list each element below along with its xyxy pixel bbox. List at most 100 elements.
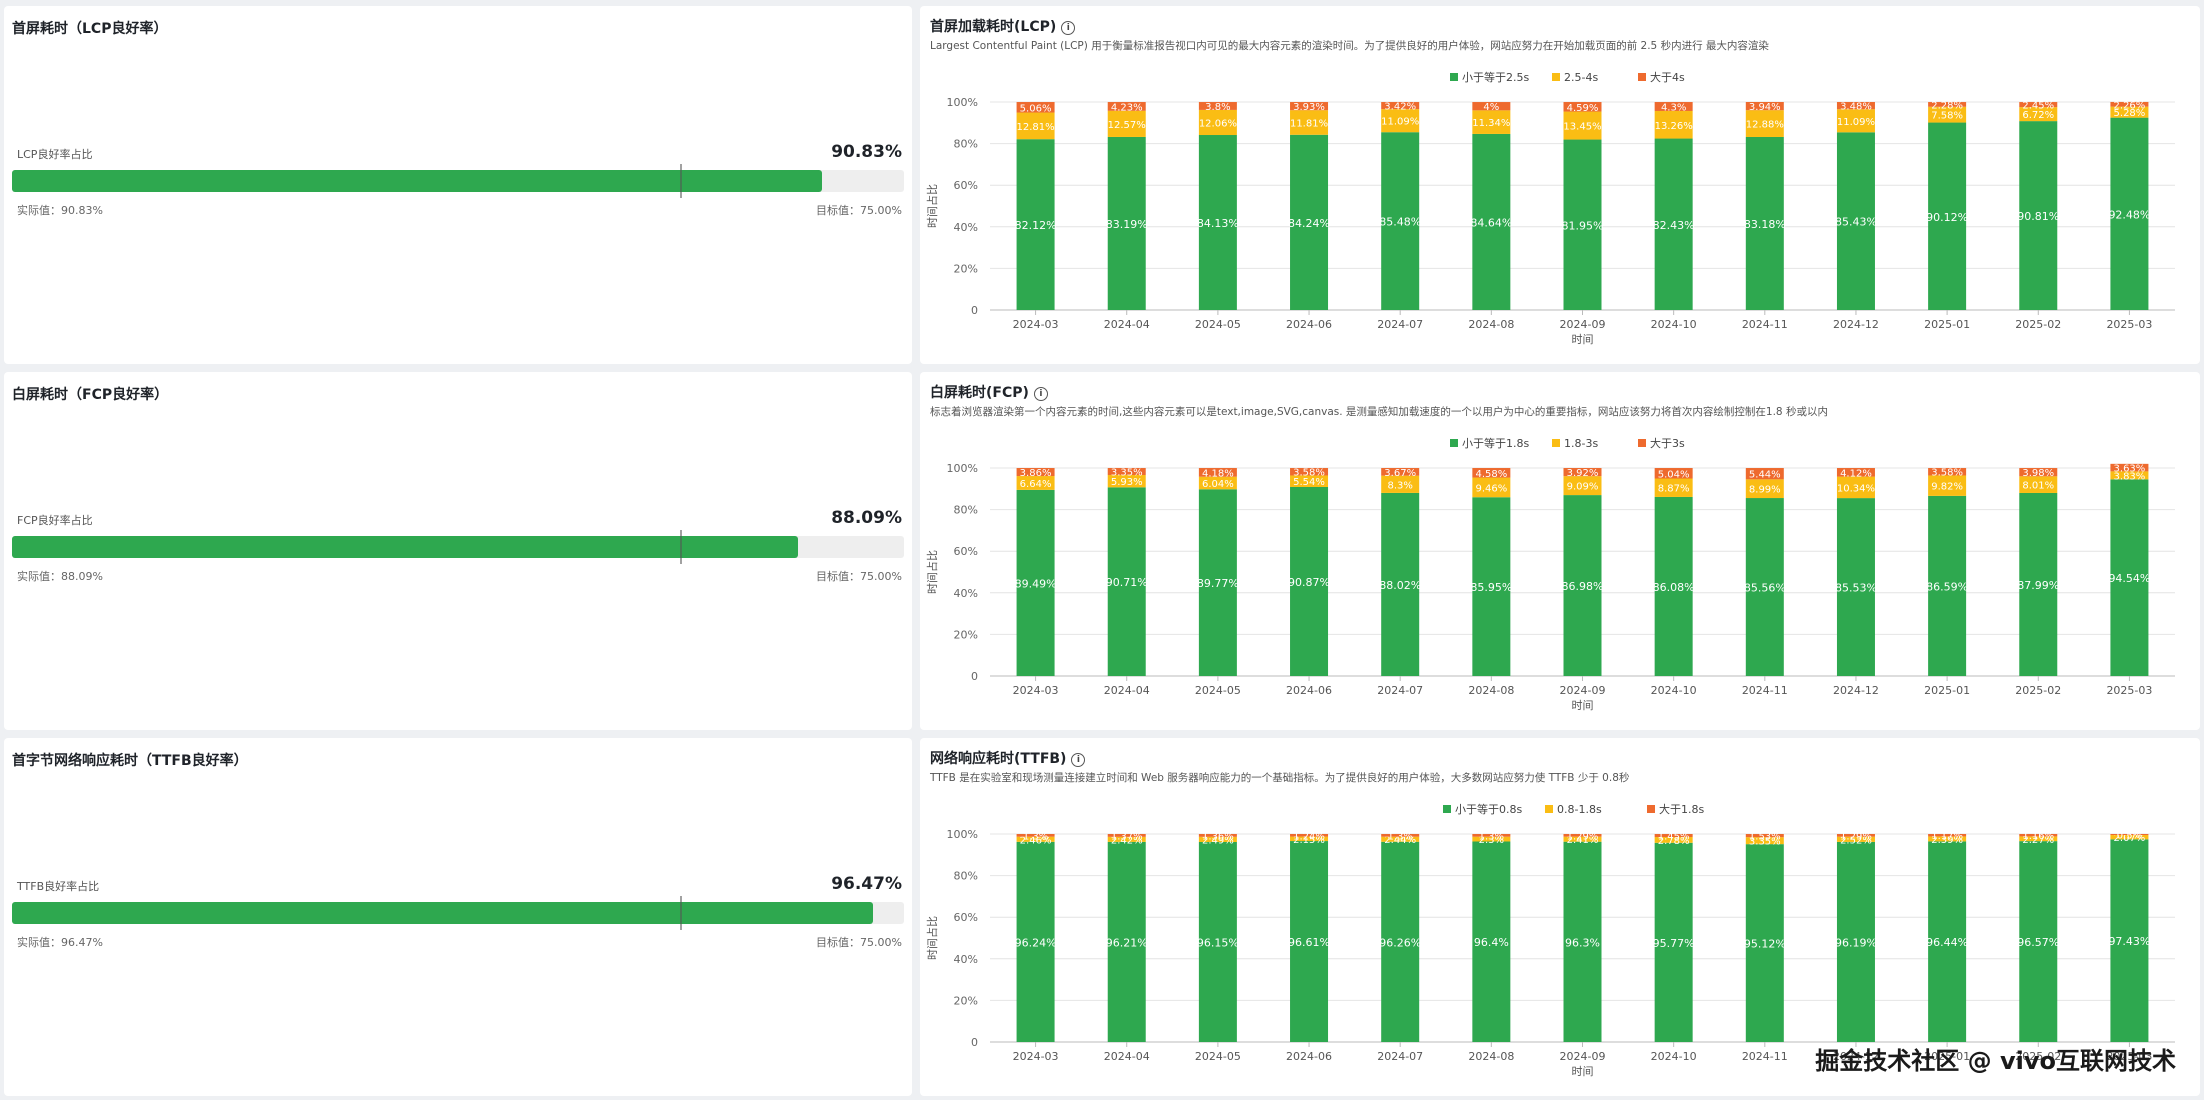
data-label: 3.63% — [2114, 464, 2146, 475]
data-label: 82.12% — [1015, 219, 1057, 232]
data-label: 12.06% — [1199, 118, 1237, 129]
bar-segment — [2019, 836, 2058, 842]
data-label: 8.87% — [1658, 484, 1690, 495]
bar-segment — [1745, 468, 1784, 480]
progress-fill — [12, 536, 798, 558]
info-icon[interactable]: i — [1061, 21, 1076, 35]
data-label: 84.64% — [1470, 216, 1512, 229]
bar-segment — [1472, 841, 1511, 1042]
data-label: 89.77% — [1197, 577, 1239, 590]
legend-label: 小于等于0.8s — [1455, 802, 1522, 816]
x-tick-label: 2024-03 — [1013, 684, 1059, 697]
bar-segment — [1563, 111, 1602, 140]
data-label: 3.58% — [1293, 468, 1325, 479]
bar-segment — [1563, 834, 1602, 837]
bar-segment — [1381, 492, 1420, 676]
data-label: 5.28% — [2114, 108, 2146, 119]
data-label: 9.09% — [1567, 482, 1599, 493]
bar-segment — [2019, 492, 2058, 676]
bar-segment — [1836, 836, 1875, 842]
bar-segment — [1290, 475, 1329, 487]
bar-segment — [1016, 476, 1055, 490]
data-label: 86.98% — [1562, 580, 1604, 593]
data-label: 2.45% — [2022, 101, 2054, 112]
bar-segment — [1654, 842, 1693, 1042]
x-tick-label: 2024-09 — [1560, 318, 1606, 331]
bar-segment — [1472, 468, 1511, 478]
data-label: 96.15% — [1197, 937, 1239, 950]
ttfb-stacked-bar-chart: 小于等于0.8s 0.8-1.8s 大于1.8s 0 20% 40% 60% 80% 100% 时… — [925, 802, 2175, 1078]
data-label: 2.27% — [2022, 835, 2054, 846]
data-label: 12.81% — [1017, 122, 1055, 133]
data-label: 3.8% — [1205, 102, 1230, 113]
x-tick-label: 2024-04 — [1104, 1050, 1150, 1063]
legend-label: 1.8-3s — [1564, 437, 1598, 450]
bar-segment — [1107, 468, 1146, 475]
data-label: 6.64% — [1020, 479, 1052, 490]
bar-segment — [1928, 122, 1967, 310]
data-label: 96.61% — [1288, 936, 1330, 949]
y-tick-label: 100% — [947, 828, 978, 841]
bar-segment — [1198, 468, 1237, 477]
bar-segment — [1472, 836, 1511, 842]
data-label: 8.3% — [1387, 480, 1412, 491]
data-label: 4.18% — [1202, 468, 1234, 479]
legend-swatch — [1552, 439, 1560, 447]
data-label: 82.43% — [1653, 219, 1695, 232]
bar-segment — [1198, 836, 1237, 843]
bar-segment — [1107, 136, 1146, 310]
data-label: 90.81% — [2017, 210, 2059, 223]
data-label: 2.52% — [1840, 835, 1872, 846]
y-tick-label: 60% — [954, 545, 978, 558]
bar-segment — [1290, 486, 1329, 676]
bar-segment — [1745, 110, 1784, 137]
y-axis-label: 时间占比 — [925, 916, 939, 960]
data-label: 87.99% — [2017, 579, 2059, 592]
x-tick-label: 2025-03 — [2106, 1050, 2152, 1063]
x-axis-label: 时间 — [1572, 1065, 1594, 1078]
progress-track — [12, 896, 904, 930]
bar-segment — [1836, 476, 1875, 499]
rate-label: FCP良好率占比 — [17, 514, 93, 527]
data-label: 5.04% — [1658, 469, 1690, 480]
x-tick-label: 2024-05 — [1195, 318, 1241, 331]
bar-segment — [1016, 139, 1055, 310]
y-axis-label: 时间占比 — [925, 184, 939, 228]
data-label: 81.95% — [1562, 219, 1604, 232]
x-tick-label: 2024-12 — [1833, 684, 1879, 697]
data-label: 96.26% — [1379, 936, 1421, 949]
data-label: 1.24% — [1293, 831, 1325, 842]
x-tick-label: 2024-12 — [1833, 318, 1879, 331]
card-title: 首字节网络响应耗时（TTFB良好率） — [12, 753, 248, 769]
data-label: 90.87% — [1288, 576, 1330, 589]
data-label: 3.67% — [1384, 468, 1416, 479]
bar-segment — [2019, 476, 2058, 493]
info-icon[interactable]: i — [1033, 387, 1048, 401]
data-label: 2.39% — [1931, 835, 1963, 846]
x-tick-label: 2024-09 — [1560, 1050, 1606, 1063]
bar-segment — [2110, 117, 2149, 310]
data-label: 92.48% — [2108, 208, 2150, 221]
data-label: 5.93% — [1111, 477, 1143, 488]
x-tick-label: 2024-10 — [1651, 1050, 1697, 1063]
bar-segment — [1563, 139, 1602, 310]
bar-segment — [1472, 110, 1511, 134]
data-label: 1.17% — [1931, 831, 1963, 842]
info-icon[interactable]: i — [1071, 753, 1086, 767]
data-label: 10.34% — [1837, 483, 1875, 494]
bar-segment — [1745, 136, 1784, 310]
data-label: 96.19% — [1835, 936, 1877, 949]
x-tick-label: 2024-11 — [1742, 684, 1788, 697]
legend-label: 大于4s — [1650, 70, 1685, 84]
bar-segment — [2110, 471, 2149, 480]
bar-segment — [1107, 102, 1146, 111]
y-tick-label: 80% — [954, 504, 978, 517]
data-label: 13.45% — [1563, 122, 1601, 133]
bar-segment — [1928, 468, 1967, 476]
y-tick-label: 0 — [971, 670, 978, 683]
bar-segment — [1928, 495, 1967, 676]
x-tick-label: 2025-01 — [1924, 1050, 1970, 1063]
data-label: 2.3% — [1479, 835, 1504, 846]
data-label: 1.37% — [1111, 831, 1143, 842]
bar-segment — [1107, 487, 1146, 676]
